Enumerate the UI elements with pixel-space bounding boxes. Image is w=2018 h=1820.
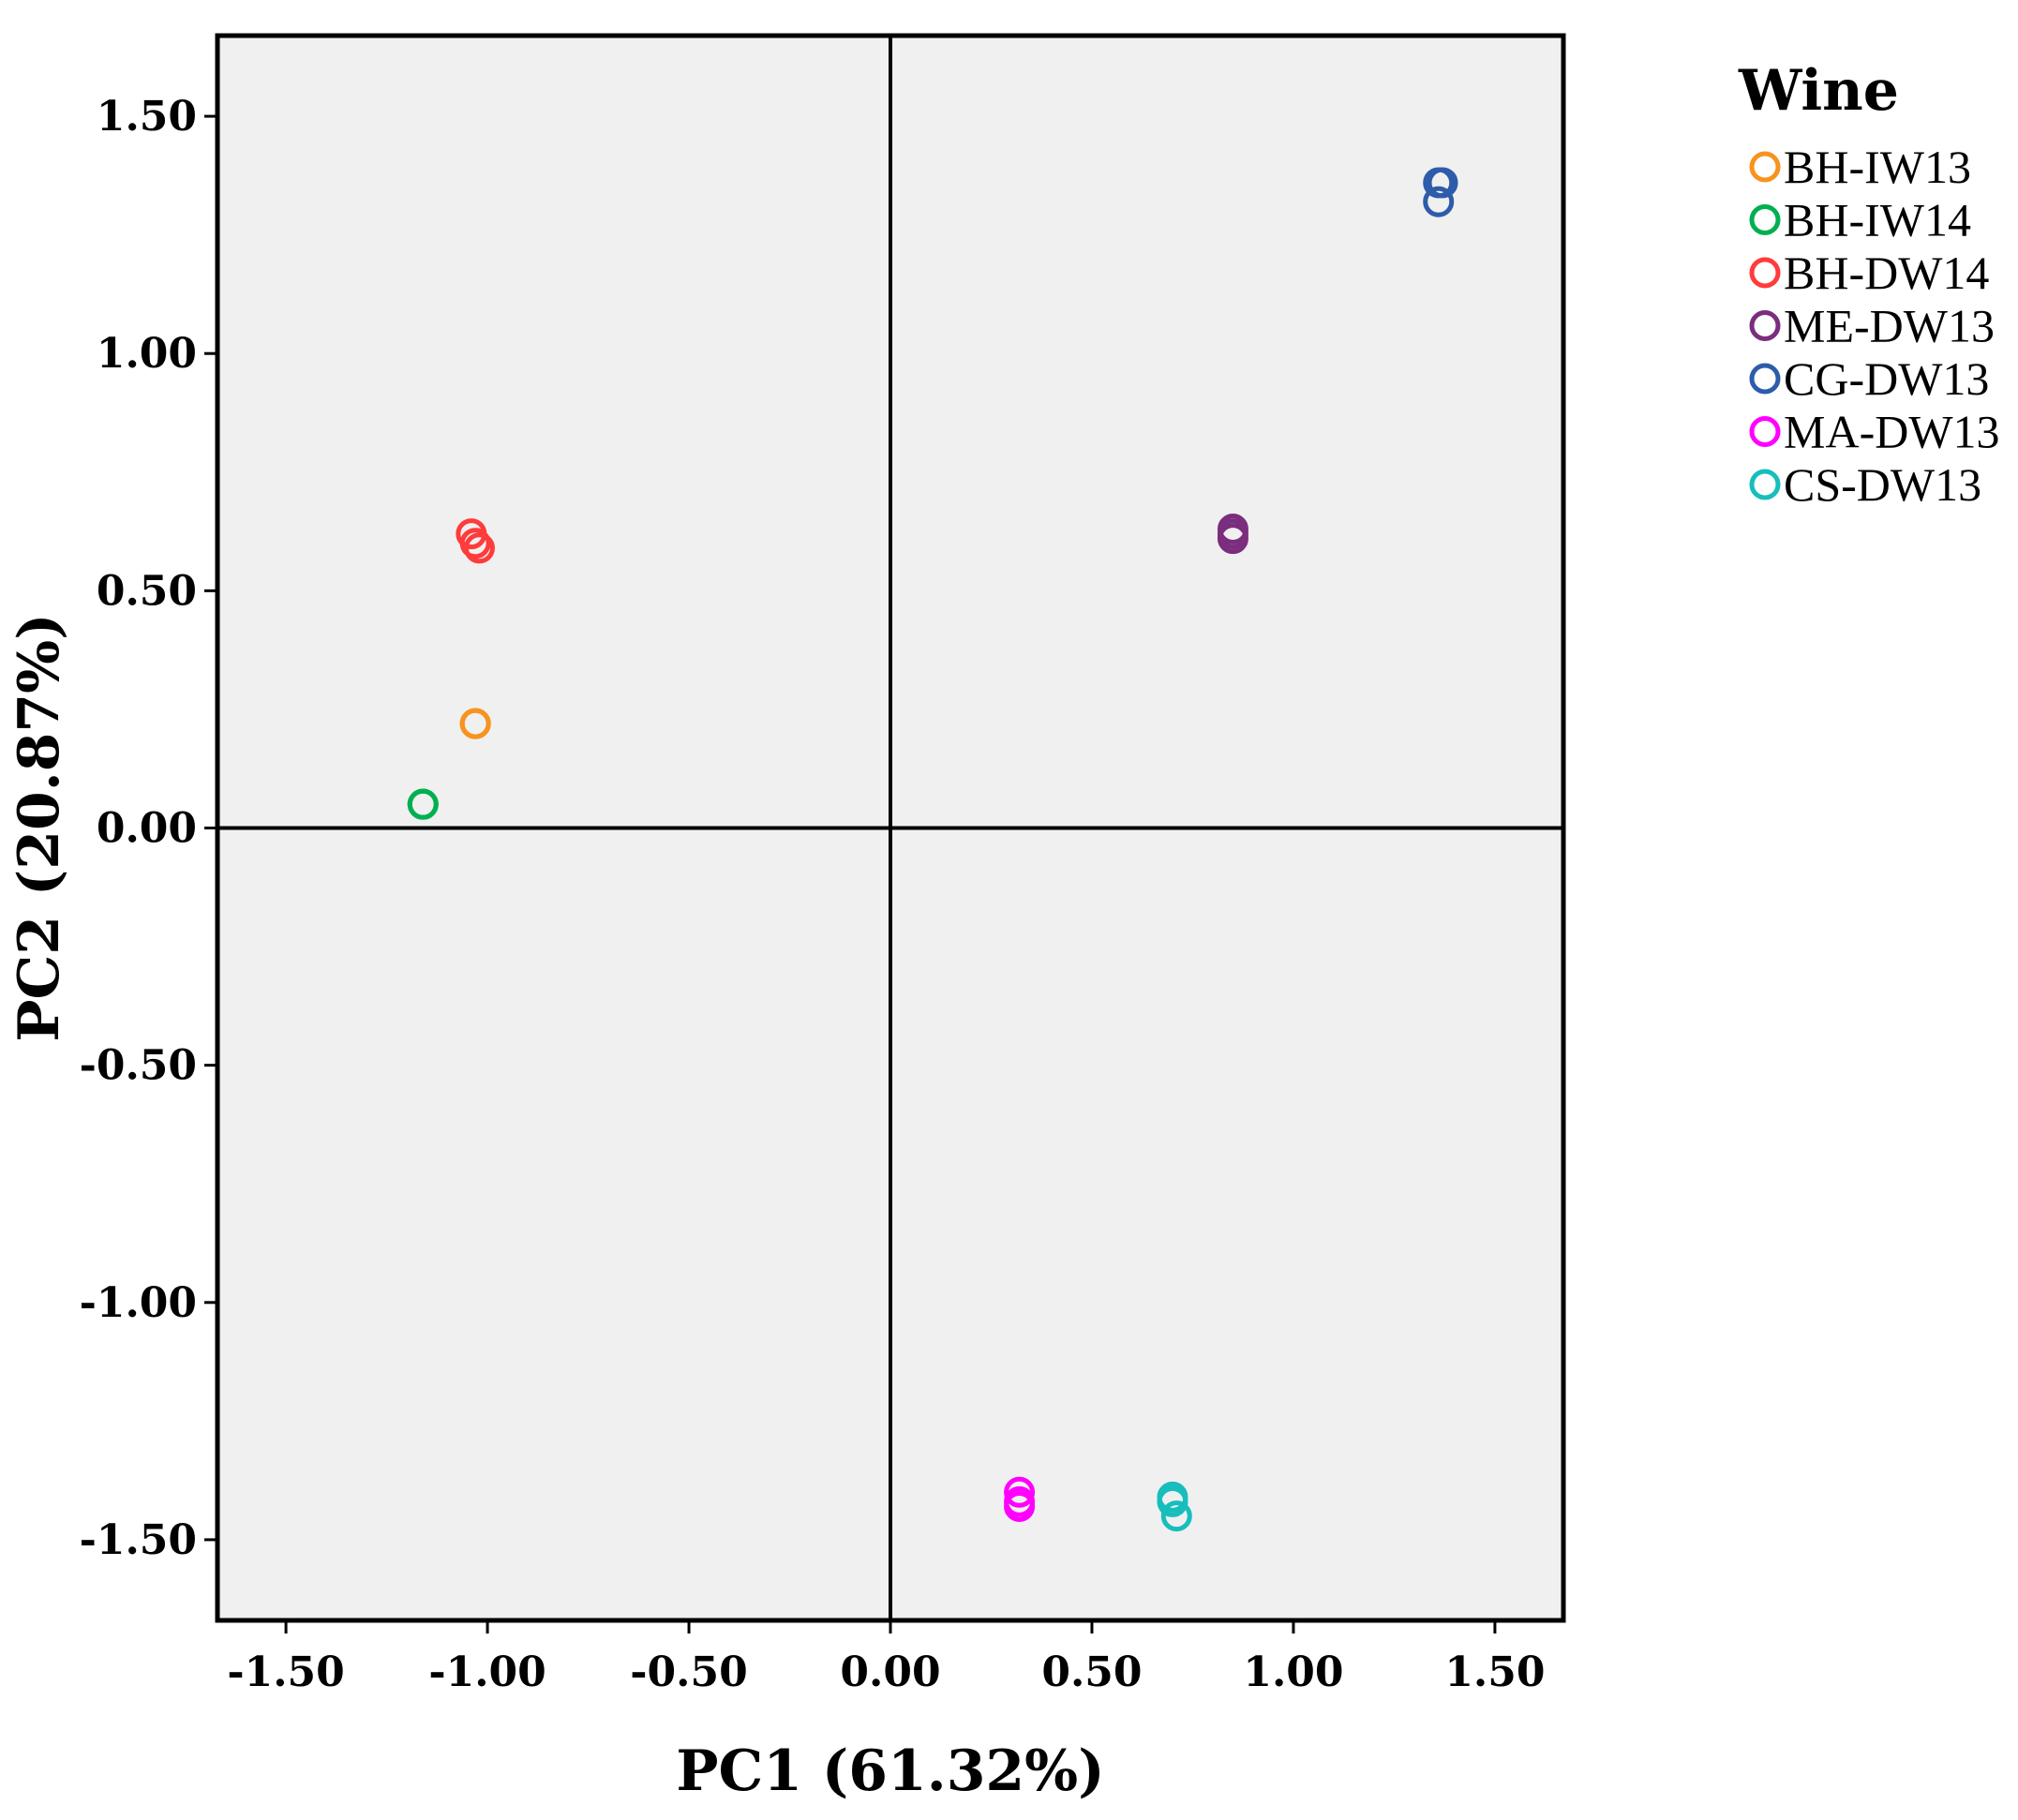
legend-marker-ma-dw13 (1749, 416, 1781, 447)
legend-marker-cs-dw13 (1749, 469, 1781, 500)
legend-label-me-dw13: ME-DW13 (1784, 300, 1995, 352)
point-me-dw13 (1217, 518, 1248, 550)
legend-label-bh-dw14: BH-DW14 (1784, 246, 1989, 299)
point-cg-dw13 (1423, 186, 1455, 217)
x-tick-label: -1.00 (428, 1648, 546, 1696)
legend-title: Wine (1738, 58, 1899, 124)
x-tick-label: 0.50 (1041, 1648, 1142, 1696)
point-bh-iw13 (459, 708, 491, 739)
legend-label-cs-dw13: CS-DW13 (1784, 458, 1981, 511)
legend-label-bh-iw14: BH-IW14 (1784, 194, 1971, 246)
point-bh-dw14 (463, 532, 495, 564)
point-cg-dw13 (1427, 167, 1458, 199)
point-bh-dw14 (459, 528, 491, 559)
legend-marker-me-dw13 (1749, 310, 1781, 341)
legend-label-bh-iw13: BH-IW13 (1784, 141, 1971, 193)
legend-label-cg-dw13: CG-DW13 (1784, 352, 1989, 405)
y-tick-label: 1.00 (97, 330, 197, 378)
x-tick-label: -1.50 (227, 1648, 344, 1696)
legend-marker-bh-dw14 (1749, 257, 1781, 289)
legend-marker-bh-iw14 (1749, 204, 1781, 235)
point-cs-dw13 (1160, 1500, 1192, 1532)
point-bh-iw14 (407, 788, 439, 820)
y-tick-label: 0.00 (97, 805, 197, 853)
y-tick-label: -0.50 (80, 1042, 197, 1090)
y-tick-label: -1.00 (80, 1279, 197, 1327)
point-cs-dw13 (1157, 1485, 1188, 1517)
y-tick-label: 1.50 (97, 93, 197, 141)
point-ma-dw13 (1004, 1485, 1036, 1517)
x-tick-label: -0.50 (630, 1648, 747, 1696)
x-axis-title: PC1 (61.32%) (676, 1738, 1104, 1804)
plot-frame (215, 33, 1566, 1623)
point-ma-dw13 (1004, 1476, 1036, 1508)
data-points (407, 167, 1458, 1532)
legend-marker-bh-iw13 (1749, 151, 1781, 183)
legend: Wine BH-IW13BH-IW14BH-DW14ME-DW13CG-DW13… (1738, 58, 2000, 511)
x-tick-label: 0.00 (840, 1648, 940, 1696)
legend-label-ma-dw13: MA-DW13 (1784, 406, 2000, 458)
legend-marker-cg-dw13 (1749, 363, 1781, 395)
x-tick-label: 1.50 (1444, 1648, 1545, 1696)
x-tick-label: 1.00 (1243, 1648, 1343, 1696)
tick-labels: -1.50 -1.00 -0.50 0.00 0.50 1.00 1.50 -1.50 -1.0… (80, 93, 1546, 1696)
y-tick-label: -1.50 (80, 1516, 197, 1564)
y-axis-title: PC2 (20.87%) (7, 613, 72, 1041)
y-tick-label: 0.50 (97, 567, 197, 615)
